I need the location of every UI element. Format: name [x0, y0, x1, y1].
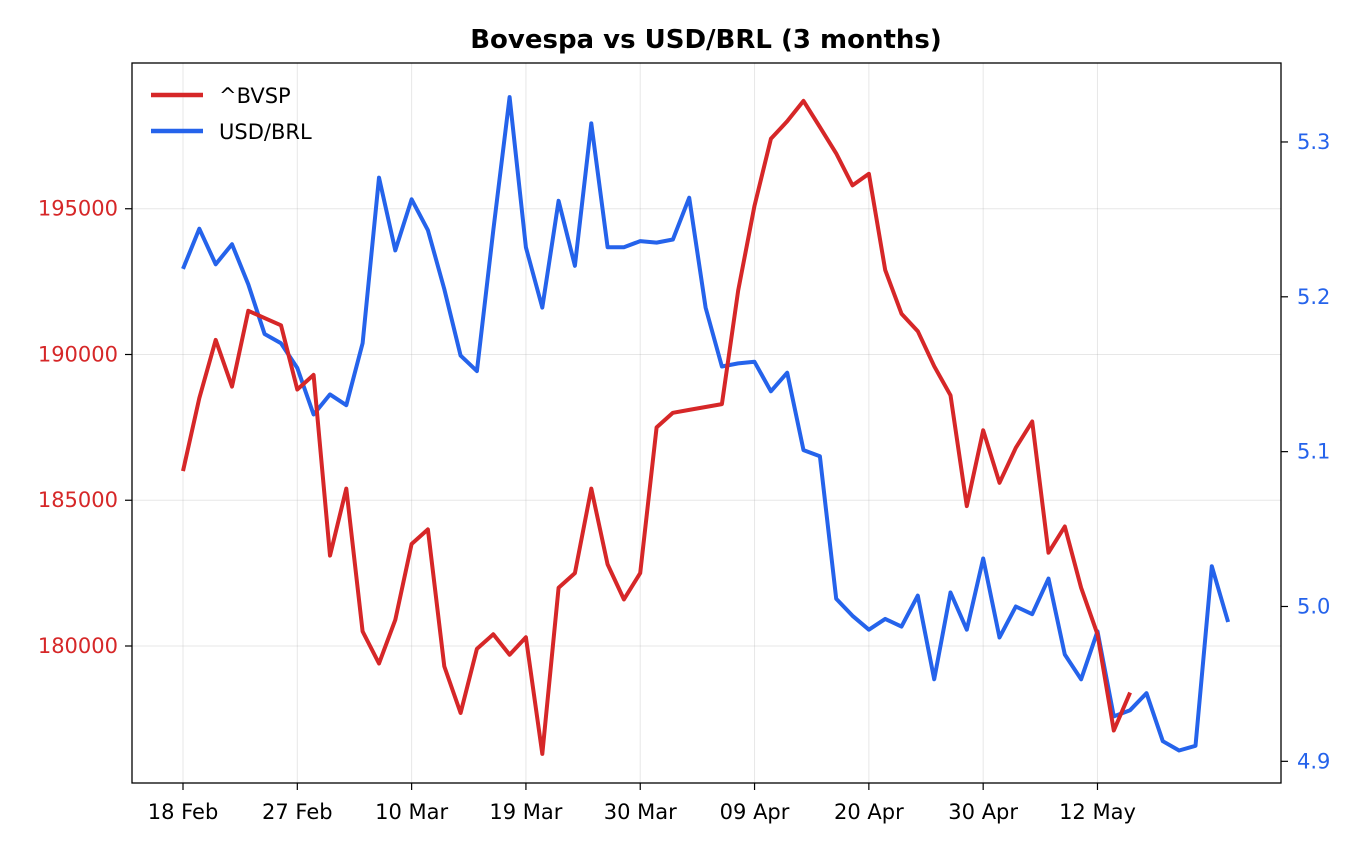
grid-lines — [132, 63, 1281, 783]
series-line-bvsp — [181, 98, 1132, 756]
x-tick-label: 09 Apr — [720, 800, 790, 824]
y-axis-left: 180000 185000 190000 195000 — [38, 197, 132, 658]
chart-title: Bovespa vs USD/BRL (3 months) — [470, 25, 942, 55]
x-tick-label: 30 Mar — [604, 800, 677, 824]
x-tick-label: 30 Apr — [948, 800, 1018, 824]
y-right-tick-label: 5.3 — [1297, 130, 1330, 154]
y-right-tick-label: 4.9 — [1297, 749, 1330, 773]
series-line-usdbrl — [181, 95, 1231, 753]
legend-label-usdbrl: USD/BRL — [219, 120, 312, 144]
y-left-tick-label: 180000 — [38, 634, 118, 658]
y-left-tick-label: 190000 — [38, 342, 118, 366]
y-left-tick-label: 195000 — [38, 197, 118, 221]
y-right-tick-label: 5.2 — [1297, 285, 1330, 309]
x-tick-label: 27 Feb — [262, 800, 333, 824]
x-axis: 18 Feb 27 Feb 10 Mar 19 Mar 30 Mar 09 Apr 20 A… — [148, 783, 1136, 824]
y-right-tick-label: 5.1 — [1297, 440, 1330, 464]
series-layer — [181, 95, 1231, 756]
plot-frame — [131, 62, 1282, 784]
legend: ^BVSP USD/BRL — [151, 84, 312, 144]
y-left-tick-label: 185000 — [38, 488, 118, 512]
x-tick-label: 18 Feb — [148, 800, 219, 824]
y-axis-right: 4.9 5.0 5.1 5.2 5.3 — [1281, 130, 1330, 773]
y-right-tick-label: 5.0 — [1297, 594, 1330, 618]
x-tick-label: 19 Mar — [489, 800, 562, 824]
legend-label-bvsp: ^BVSP — [219, 84, 291, 108]
x-tick-label: 20 Apr — [834, 800, 904, 824]
x-tick-label: 12 May — [1059, 800, 1136, 824]
x-tick-label: 10 Mar — [375, 800, 448, 824]
